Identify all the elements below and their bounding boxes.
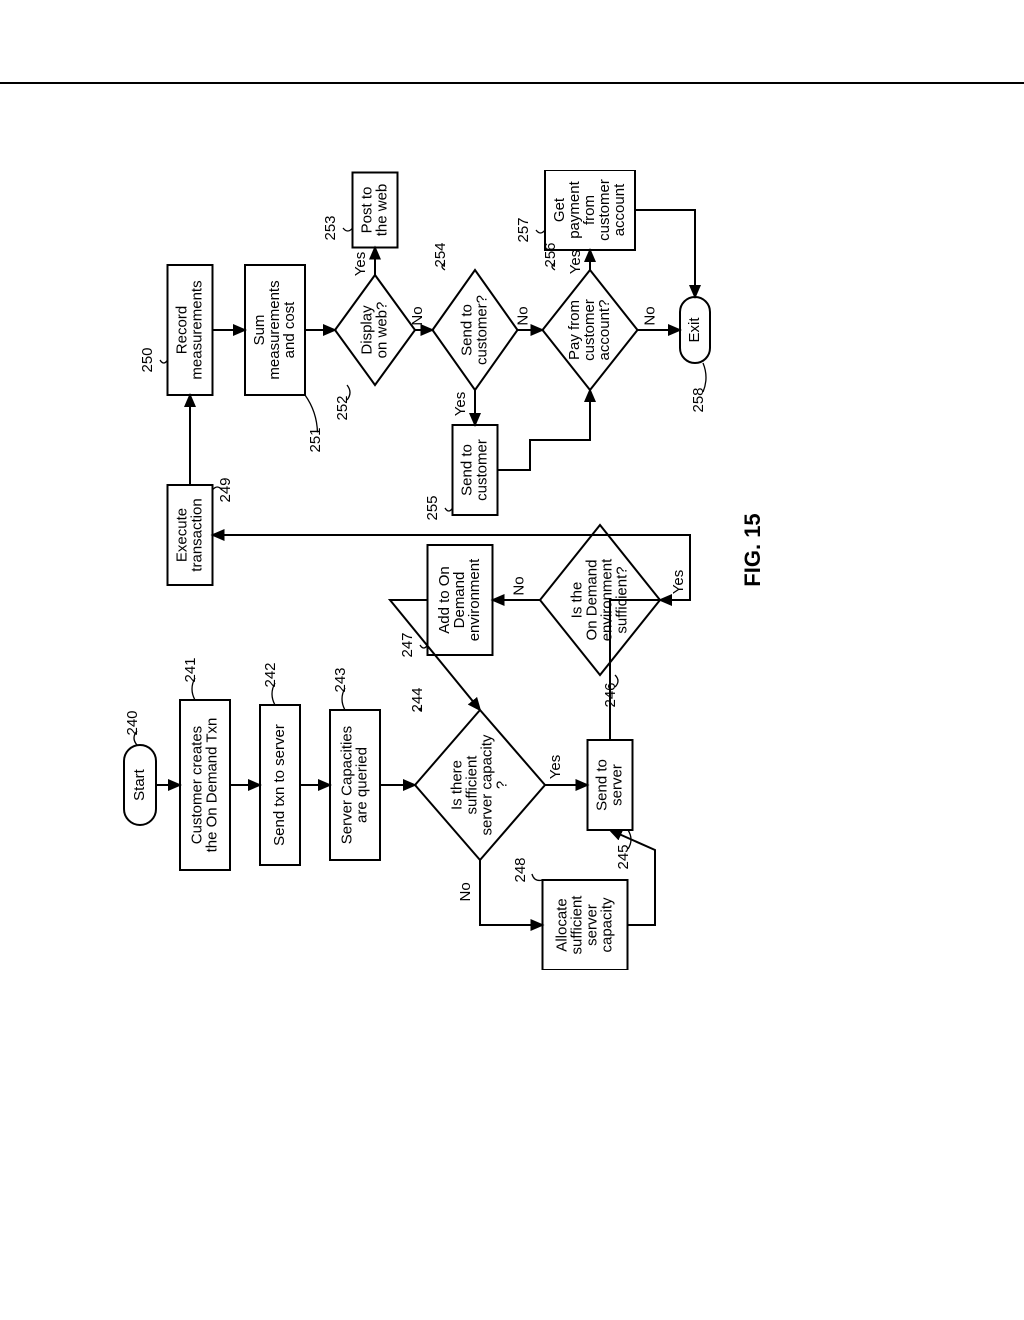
svg-text:the On Demand Txn: the On Demand Txn	[203, 718, 220, 853]
svg-text:249: 249	[217, 477, 234, 502]
node-n241: Customer createsthe On Demand Txn241	[180, 657, 230, 870]
svg-text:capacity: capacity	[598, 897, 615, 953]
svg-text:241: 241	[182, 657, 199, 682]
node-n250: Recordmeasurements250	[139, 265, 213, 395]
svg-text:250: 250	[139, 347, 156, 372]
svg-text:on web?: on web?	[373, 302, 390, 359]
svg-text:254: 254	[432, 242, 449, 267]
node-n254: Send tocustomer?254	[432, 242, 518, 390]
svg-text:measurements: measurements	[188, 280, 205, 379]
svg-text:257: 257	[515, 217, 532, 242]
svg-text:environment: environment	[466, 558, 483, 641]
svg-text:No: No	[515, 306, 532, 325]
svg-text:Send txn to server: Send txn to server	[271, 724, 288, 846]
svg-text:and cost: and cost	[281, 301, 298, 359]
page: Patent Application Publication Nov. 8, 2…	[0, 0, 1024, 1320]
node-n247: Add to OnDemandenvironment247	[399, 545, 493, 658]
node-n251: Summeasurementsand cost251	[245, 265, 324, 453]
svg-text:No: No	[510, 576, 527, 595]
node-n252: Displayon web?252	[334, 275, 415, 421]
flowchart-fig15: Start240Customer createsthe On Demand Tx…	[110, 170, 910, 1130]
edge	[635, 210, 695, 297]
svg-text:customer?: customer?	[473, 295, 490, 365]
svg-text:255: 255	[424, 495, 441, 520]
node-n245: Send toserver245	[588, 740, 633, 870]
svg-text:Yes: Yes	[352, 252, 369, 276]
svg-text:253: 253	[322, 215, 339, 240]
node-n244: Is theresufficientserver capacity?244	[409, 687, 545, 860]
svg-text:customer: customer	[473, 439, 490, 501]
svg-text:Exit: Exit	[686, 317, 703, 343]
node-n246: Is theOn Demandenvironmentsufficient?246	[540, 525, 660, 708]
figure-label: FIG. 15	[740, 513, 765, 586]
svg-text:247: 247	[399, 632, 416, 657]
svg-text:243: 243	[332, 667, 349, 692]
svg-text:the web: the web	[373, 184, 390, 237]
svg-text:248: 248	[512, 857, 529, 882]
node-exit: Exit 258	[680, 297, 710, 413]
node-start: Start 240	[124, 710, 156, 825]
svg-text:transaction: transaction	[188, 498, 205, 571]
header-rule	[0, 82, 1024, 84]
edge	[498, 390, 591, 470]
flowchart-svg: Start240Customer createsthe On Demand Tx…	[110, 170, 1024, 970]
svg-text:server: server	[608, 764, 625, 806]
svg-text:252: 252	[334, 395, 351, 420]
node-n249: Executetransaction249	[168, 477, 235, 585]
node-n248: Allocatesufficientservercapacity248	[512, 857, 628, 970]
svg-text:Start: Start	[131, 768, 148, 801]
svg-text:240: 240	[124, 710, 141, 735]
svg-text:account?: account?	[596, 300, 613, 361]
svg-text:244: 244	[409, 687, 426, 712]
node-n253: Post tothe web253	[322, 173, 398, 248]
node-n242: Send txn to server 242	[260, 662, 300, 865]
node-n243: Server Capacitiesare queried243	[330, 667, 380, 860]
node-n255: Send tocustomer255	[424, 425, 498, 521]
svg-text:251: 251	[307, 427, 324, 452]
svg-text:account: account	[611, 183, 628, 236]
svg-text:No: No	[409, 306, 426, 325]
svg-text:258: 258	[690, 387, 707, 412]
node-n257: Getpaymentfromcustomeraccount257	[515, 170, 635, 250]
svg-text:245: 245	[615, 844, 632, 869]
svg-text:Yes: Yes	[452, 392, 469, 416]
svg-text:Yes: Yes	[547, 755, 564, 779]
svg-text:Yes: Yes	[670, 570, 687, 594]
svg-text:Yes: Yes	[567, 250, 584, 274]
edge	[610, 830, 655, 925]
svg-text:242: 242	[262, 662, 279, 687]
svg-text:No: No	[642, 306, 659, 325]
svg-text:are queried: are queried	[353, 747, 370, 823]
svg-text:?: ?	[493, 781, 510, 789]
svg-text:No: No	[457, 882, 474, 901]
